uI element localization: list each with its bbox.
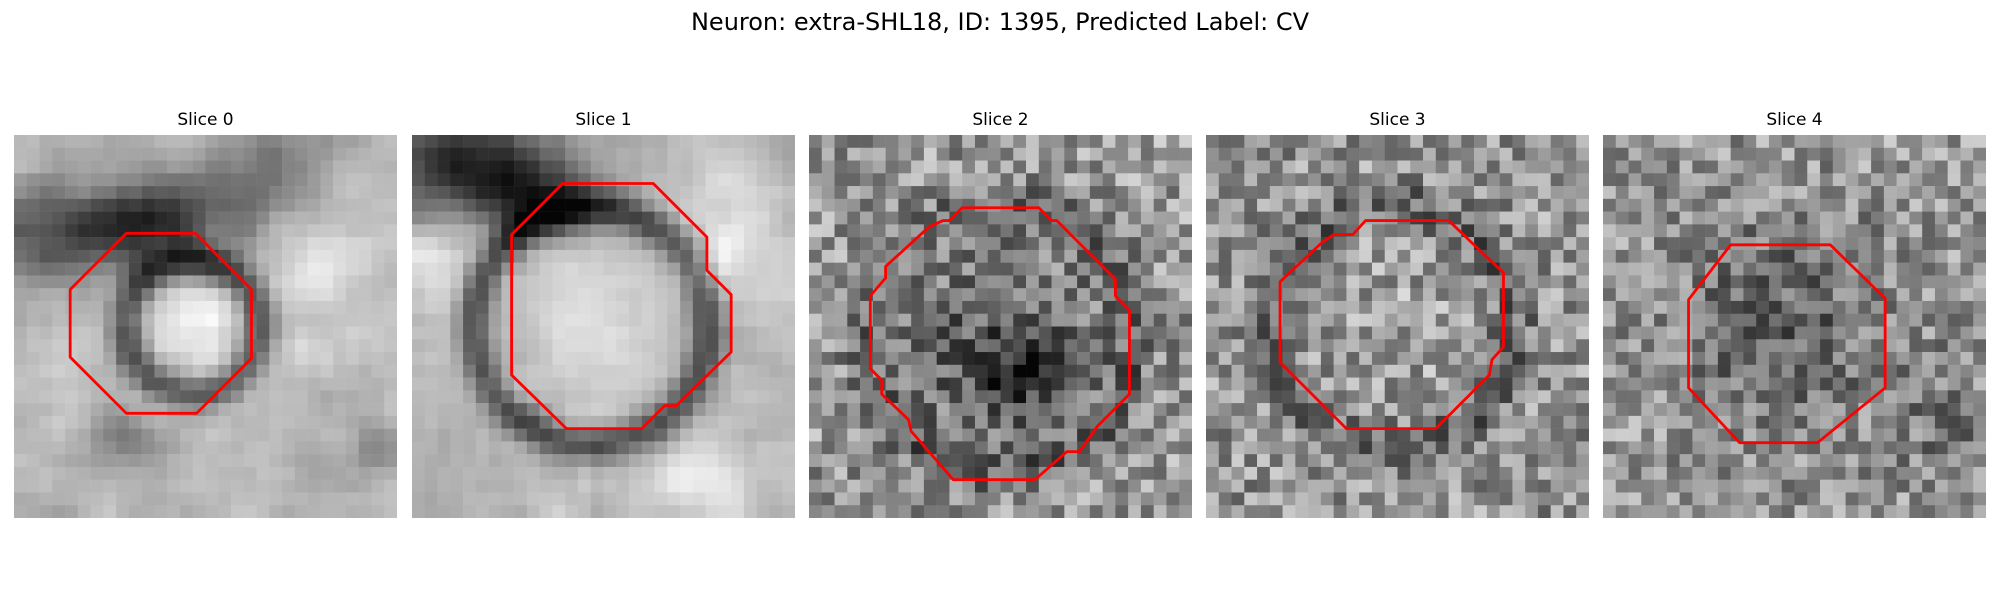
roi-contour — [68, 231, 253, 415]
roi-contour — [510, 182, 733, 431]
slice-image-4 — [1603, 135, 1986, 518]
slice-title-2: Slice 2 — [972, 110, 1029, 130]
slice-image-1 — [412, 135, 795, 518]
slice-panel-1: Slice 1 — [412, 108, 795, 518]
slice-panel-4: Slice 4 — [1603, 108, 1986, 518]
roi-contour — [1687, 243, 1887, 445]
slice-title-0: Slice 0 — [177, 110, 234, 130]
slice-panel-2: Slice 2 — [809, 108, 1192, 518]
roi-contour — [868, 206, 1131, 482]
slice-image-3 — [1206, 135, 1589, 518]
slice-panel-3: Slice 3 — [1206, 108, 1589, 518]
figure-title: Neuron: extra-SHL18, ID: 1395, Predicted… — [690, 8, 1310, 36]
slice-title-1: Slice 1 — [575, 110, 632, 130]
pixel-grid — [809, 135, 1192, 518]
pixel-grid — [1603, 135, 1986, 518]
roi-contour — [1278, 219, 1505, 431]
slice-panel-0: Slice 0 — [14, 108, 397, 518]
slice-image-0 — [14, 135, 397, 518]
pixel-grid — [1206, 135, 1589, 518]
slice-image-2 — [809, 135, 1192, 518]
slice-title-4: Slice 4 — [1766, 110, 1823, 130]
pixel-grid — [412, 135, 795, 518]
slice-title-3: Slice 3 — [1369, 110, 1426, 130]
